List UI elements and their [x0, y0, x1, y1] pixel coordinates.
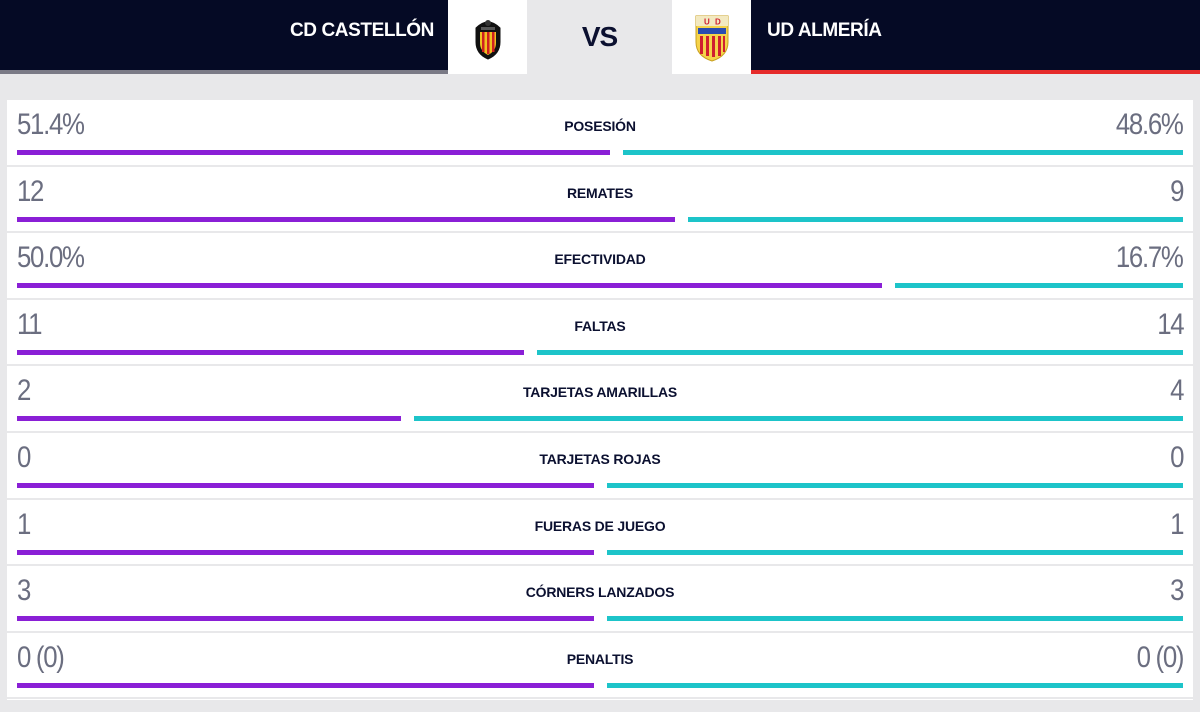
home-stat-bar — [17, 682, 594, 688]
stat-row: 0 TARJETAS ROJAS 0 — [7, 433, 1193, 500]
away-team-banner: UD ALMERÍA — [751, 0, 1200, 74]
stat-label: PENALTIS — [566, 650, 634, 667]
versus-label: VS — [581, 21, 618, 52]
stat-label: EFECTIVIDAD — [554, 251, 646, 268]
away-stat-bar — [607, 483, 1183, 488]
almeria-crest-icon: U D — [695, 15, 728, 62]
stat-label: POSESIÓN — [564, 118, 636, 134]
away-stat-value: 0 — [1169, 441, 1184, 474]
away-stat-value: 16.7% — [1116, 241, 1184, 275]
stat-row: 12 REMATES 9 — [7, 167, 1193, 234]
away-stat-value: 4 — [1169, 374, 1184, 408]
home-stat-value: 50.0% — [17, 241, 85, 275]
home-team-name: CD CASTELLÓN — [289, 20, 434, 41]
home-stat-bar — [17, 283, 882, 289]
stat-row: 50.0% EFECTIVIDAD 16.7% — [7, 233, 1193, 300]
stat-label: CÓRNERS LANZADOS — [525, 584, 675, 601]
away-team-name: UD ALMERÍA — [767, 20, 882, 41]
stat-label: FALTAS — [574, 317, 626, 334]
home-team-crest — [448, 0, 527, 74]
away-team-crest: U D — [672, 0, 751, 74]
home-team-banner: CD CASTELLÓN — [0, 0, 448, 74]
home-stat-bar — [17, 416, 401, 422]
away-stat-value: 3 — [1169, 574, 1184, 608]
away-stat-bar — [537, 349, 1183, 355]
home-stat-bar — [17, 216, 675, 222]
stat-label: TARJETAS AMARILLAS — [522, 384, 678, 401]
away-stat-bar — [607, 682, 1183, 688]
home-stat-value: 51.4% — [17, 108, 85, 141]
away-stat-value: 48.6% — [1116, 108, 1184, 141]
stat-row: 11 FALTAS 14 — [7, 300, 1193, 367]
home-stat-value: 0 — [17, 441, 31, 474]
stat-label: REMATES — [566, 184, 633, 201]
match-header: CD CASTELLÓN VS U D UD ALMERÍA — [0, 0, 1200, 74]
away-stat-value: 9 — [1169, 174, 1184, 208]
stat-row: 2 TARJETAS AMARILLAS 4 — [7, 366, 1193, 433]
stat-row: 3 CÓRNERS LANZADOS 3 — [7, 566, 1193, 633]
home-stat-bar — [17, 349, 524, 355]
home-stat-value: 11 — [17, 307, 43, 341]
home-stat-value: 1 — [17, 507, 31, 541]
away-stat-value: 14 — [1156, 307, 1184, 341]
home-stat-bar — [17, 549, 594, 555]
stat-label: FUERAS DE JUEGO — [534, 517, 666, 534]
castellon-crest-icon — [475, 20, 500, 60]
away-stat-bar — [607, 616, 1183, 622]
home-stat-value: 12 — [17, 174, 44, 208]
stat-row: 0 (0) PENALTIS 0 (0) — [7, 633, 1193, 700]
stat-label: TARJETAS ROJAS — [539, 451, 661, 467]
away-stat-bar — [895, 283, 1183, 289]
home-stat-value: 3 — [17, 574, 31, 608]
stat-row: 1 FUERAS DE JUEGO 1 — [7, 500, 1193, 567]
away-stat-value: 1 — [1169, 507, 1184, 541]
away-stat-value: 0 (0) — [1136, 640, 1184, 674]
home-stat-bar — [17, 150, 610, 155]
away-stat-bar — [607, 549, 1183, 555]
home-stat-value: 0 (0) — [17, 640, 65, 674]
match-stats-panel: 51.4% POSESIÓN 48.6% 12 REMATES 9 50.0% EFECTIV… — [7, 100, 1193, 700]
svg-text:D: D — [715, 18, 721, 27]
stat-row: 51.4% POSESIÓN 48.6% — [7, 100, 1193, 167]
home-stat-bar — [17, 483, 594, 488]
home-stat-bar — [17, 616, 594, 622]
away-stat-bar — [414, 416, 1183, 422]
away-stat-bar — [688, 216, 1183, 222]
home-stat-value: 2 — [17, 374, 31, 408]
svg-text:U: U — [704, 18, 710, 27]
away-stat-bar — [623, 150, 1183, 155]
